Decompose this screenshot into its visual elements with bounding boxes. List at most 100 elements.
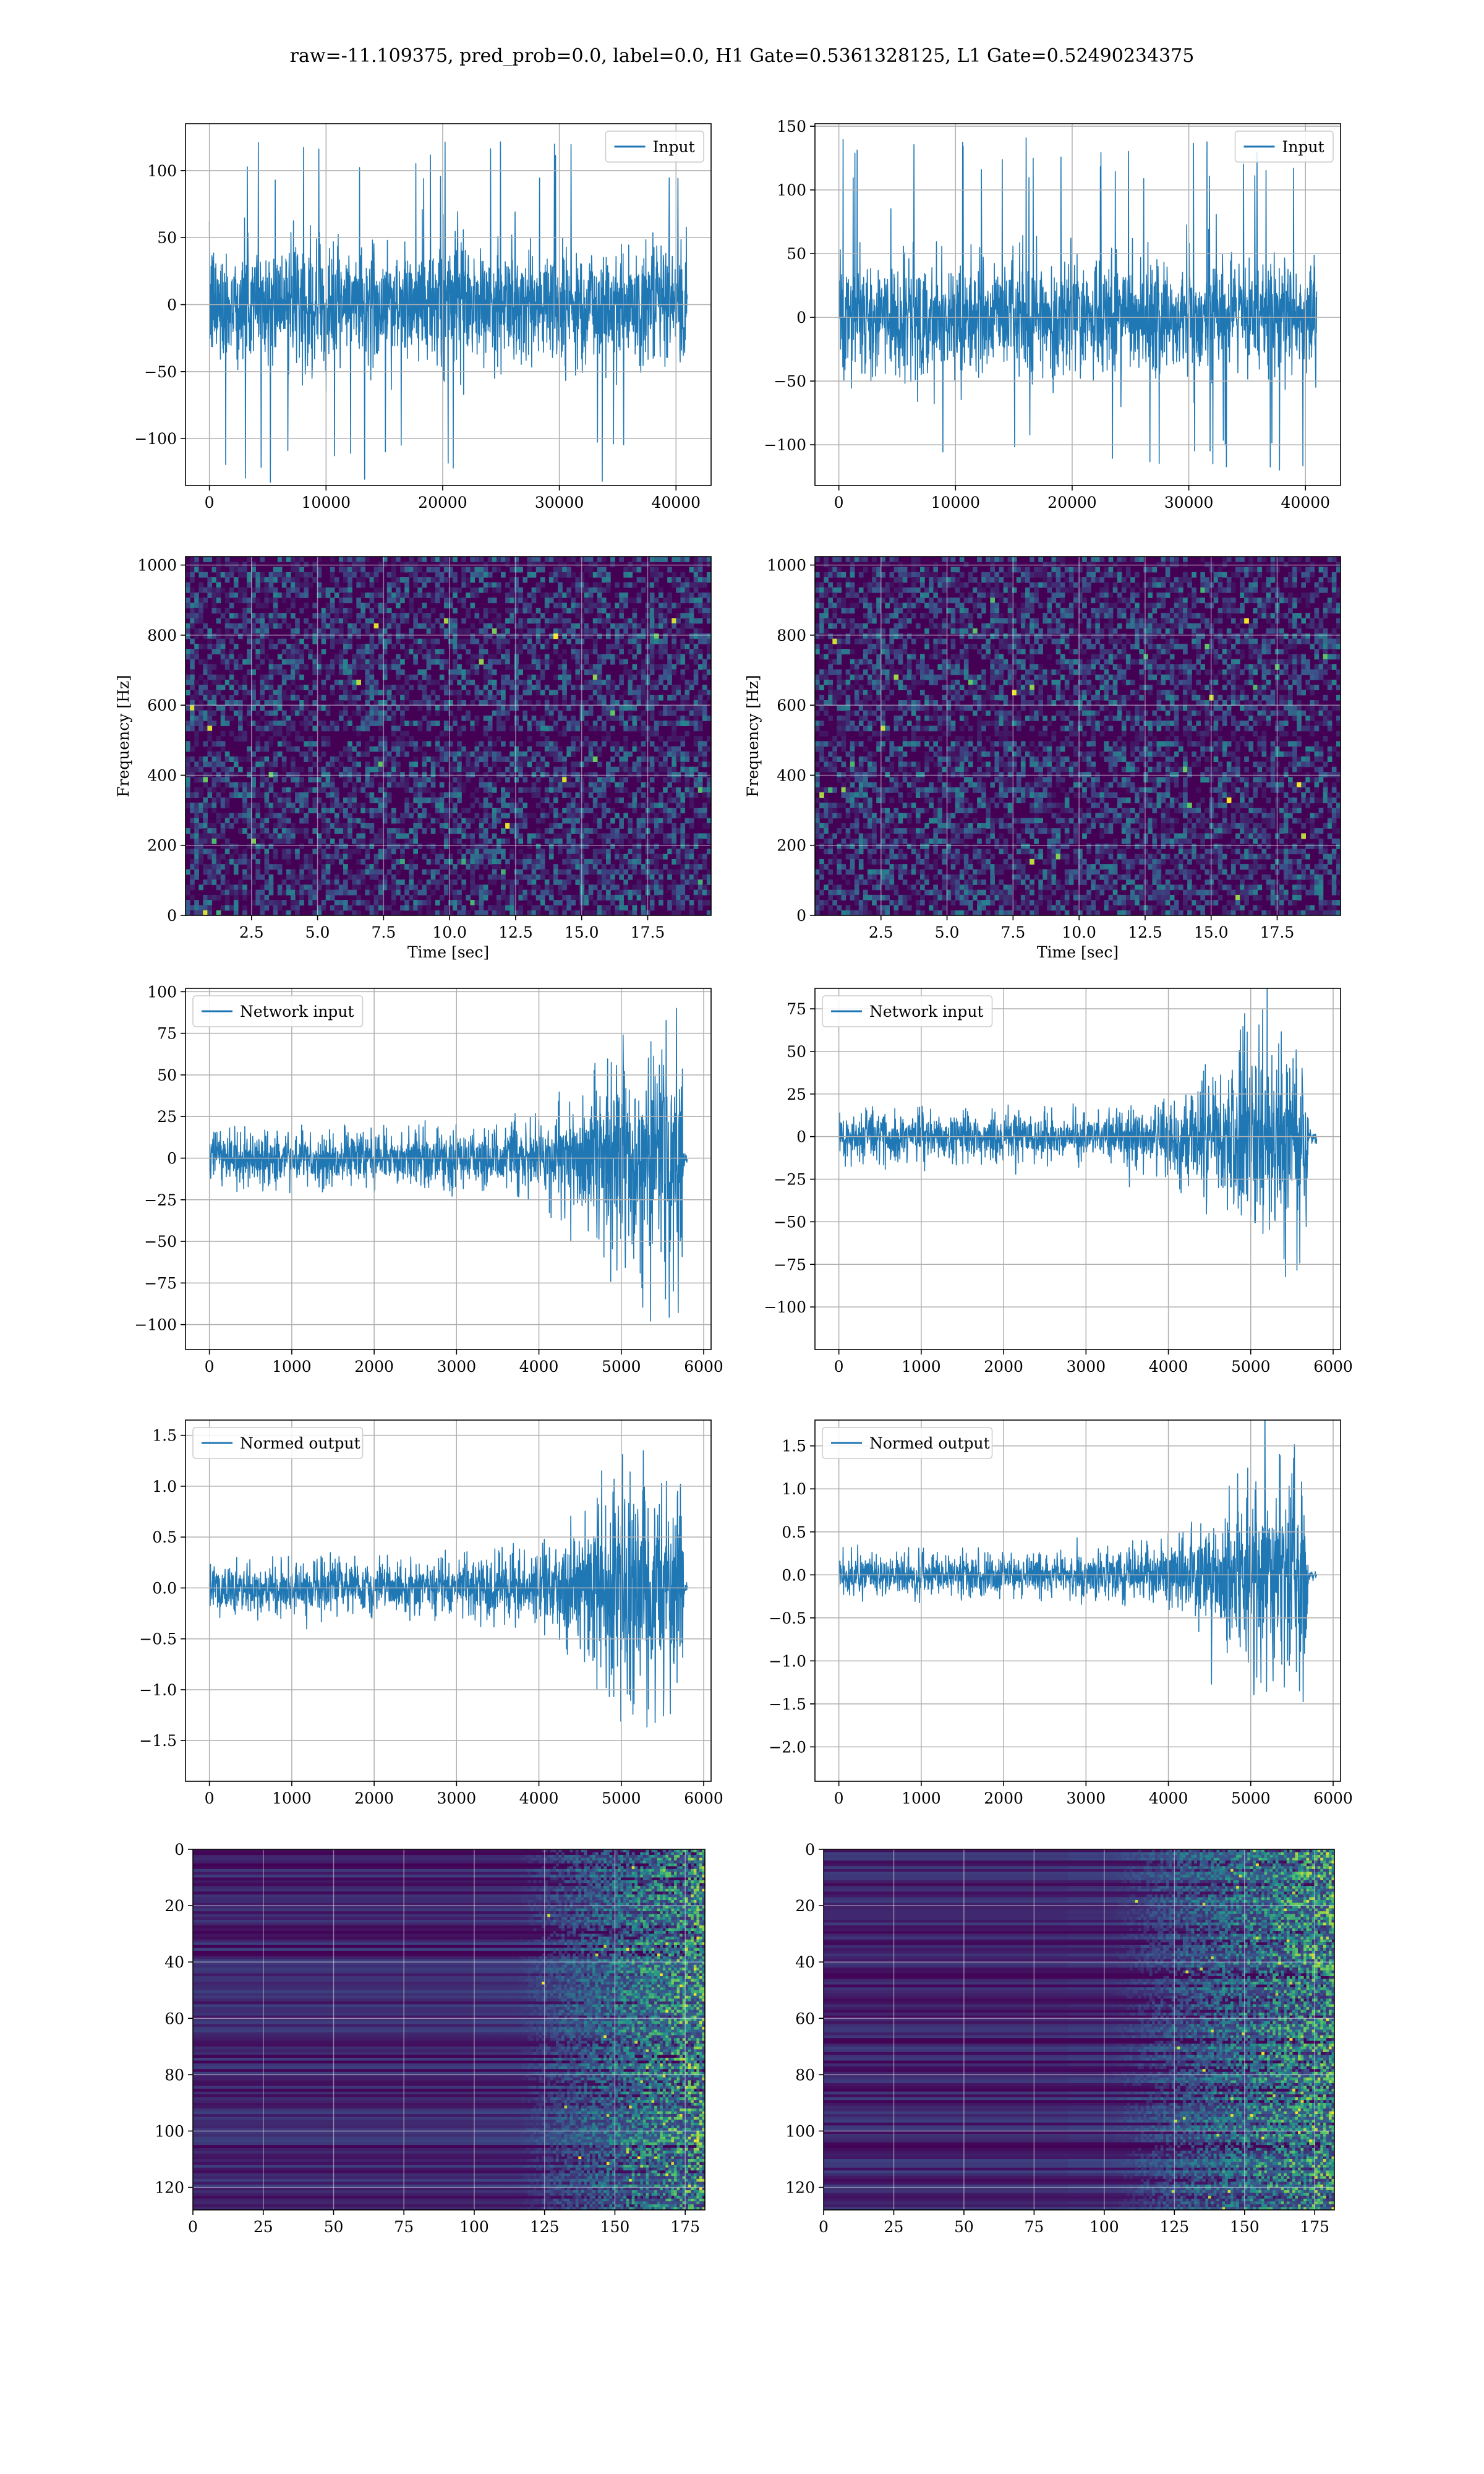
heatmap-cell — [251, 854, 256, 860]
heatmap-cell — [255, 721, 260, 726]
heatmap-cell — [386, 664, 392, 670]
x-tick-label: 30000 — [535, 494, 584, 511]
heatmap-cell — [413, 833, 418, 839]
heatmap-cell — [277, 869, 283, 875]
heatmap-cell — [207, 643, 213, 649]
heatmap-cell — [684, 864, 690, 870]
heatmap-cell — [186, 649, 190, 654]
heatmap-cell — [352, 880, 357, 885]
ticks: 2.5 5.0 7.5 10.0 12.5 15.0 17.5020040060080010… — [137, 557, 665, 941]
heatmap-cell — [255, 761, 260, 768]
heatmap-cell — [558, 833, 563, 839]
heatmap-cell — [216, 582, 221, 588]
heatmap-cell — [352, 654, 357, 660]
heatmap-cell — [317, 849, 322, 855]
heatmap-cell — [535, 787, 541, 793]
heatmap-cell — [562, 905, 567, 911]
heatmap-cell — [443, 838, 449, 844]
heatmap-cell — [584, 567, 589, 573]
heatmap-cell — [229, 844, 234, 849]
heatmap-cell — [426, 813, 432, 819]
heatmap-cell — [706, 874, 711, 880]
heatmap-cell — [291, 679, 296, 685]
heatmap-cell — [461, 828, 466, 834]
heatmap-cell — [369, 797, 375, 803]
heatmap-cell — [1257, 557, 1263, 562]
heatmap-cell — [505, 756, 510, 762]
heatmap-cell — [474, 813, 480, 819]
heatmap-cell — [579, 761, 585, 768]
heatmap-cell — [1327, 557, 1333, 562]
heatmap-cell — [273, 669, 278, 675]
heatmap-cell — [548, 746, 554, 752]
heatmap-cell — [702, 664, 707, 670]
heatmap-cell — [348, 715, 352, 721]
heatmap-cell — [448, 761, 453, 768]
heatmap-cell — [404, 751, 409, 757]
x-tick-label: 15.0 — [565, 923, 599, 941]
heatmap-cell — [592, 772, 598, 777]
heatmap-cell — [575, 726, 581, 732]
heatmap-cell — [369, 664, 375, 670]
heatmap-cell — [312, 577, 318, 583]
heatmap-cell — [645, 736, 650, 742]
heatmap-cell — [588, 597, 594, 604]
heatmap-cell — [689, 751, 694, 757]
heatmap-cell — [229, 823, 234, 829]
heatmap-cell — [242, 597, 247, 604]
heatmap-cell — [562, 602, 567, 609]
heatmap-cell — [632, 889, 638, 896]
heatmap-cell — [409, 884, 414, 891]
heatmap-cell — [645, 782, 650, 788]
heatmap-cell — [211, 649, 217, 654]
heatmap-cell — [684, 643, 690, 649]
heatmap-cell — [571, 623, 576, 629]
plot-area — [838, 137, 1318, 471]
heatmap-cell — [439, 557, 445, 562]
heatmap-cell — [251, 844, 256, 849]
heatmap-cell — [207, 674, 213, 680]
heatmap-cell — [264, 797, 270, 803]
heatmap-cell — [443, 833, 449, 839]
heatmap-cell — [466, 638, 471, 644]
heatmap-cell — [619, 782, 624, 788]
heatmap-cell — [186, 623, 190, 629]
heatmap-cell — [610, 562, 615, 568]
heatmap-cell — [186, 884, 190, 891]
heatmap-cell — [443, 664, 449, 670]
heatmap-cell — [286, 730, 291, 737]
heatmap-cell — [448, 884, 453, 891]
heatmap-cell — [592, 818, 598, 824]
heatmap-cell — [654, 577, 659, 583]
heatmap-cell — [575, 685, 581, 690]
heatmap-cell — [606, 710, 611, 716]
heatmap-cell — [264, 864, 270, 870]
heatmap-cell — [510, 633, 514, 640]
heatmap-cell — [330, 905, 335, 911]
heatmap-cells — [815, 557, 1341, 915]
heatmap-cell — [343, 567, 348, 573]
y-tick-label: 150 — [777, 118, 806, 135]
heatmap-cell — [369, 669, 375, 675]
heatmap-cell — [531, 833, 537, 839]
heatmap-cell — [317, 756, 322, 762]
heatmap-cell — [190, 818, 195, 824]
heatmap-cell — [291, 557, 296, 562]
heatmap-cell — [321, 828, 326, 834]
heatmap-cell — [575, 654, 581, 660]
heatmap-cell — [299, 751, 304, 757]
heatmap-cell — [348, 613, 352, 618]
heatmap-cell — [615, 705, 620, 711]
heatmap-cell — [510, 884, 514, 891]
heatmap-cell — [203, 695, 208, 701]
heatmap-cell — [291, 633, 296, 640]
heatmap-cell — [597, 746, 602, 752]
heatmap-cell — [365, 854, 370, 860]
heatmap-cell — [453, 721, 458, 726]
heatmap-cell — [663, 838, 668, 844]
heatmap-cell — [693, 751, 699, 757]
heatmap-cell — [615, 633, 620, 640]
heatmap-cell — [365, 751, 370, 757]
heatmap-cell — [575, 910, 581, 915]
heatmap-cell — [592, 679, 598, 685]
